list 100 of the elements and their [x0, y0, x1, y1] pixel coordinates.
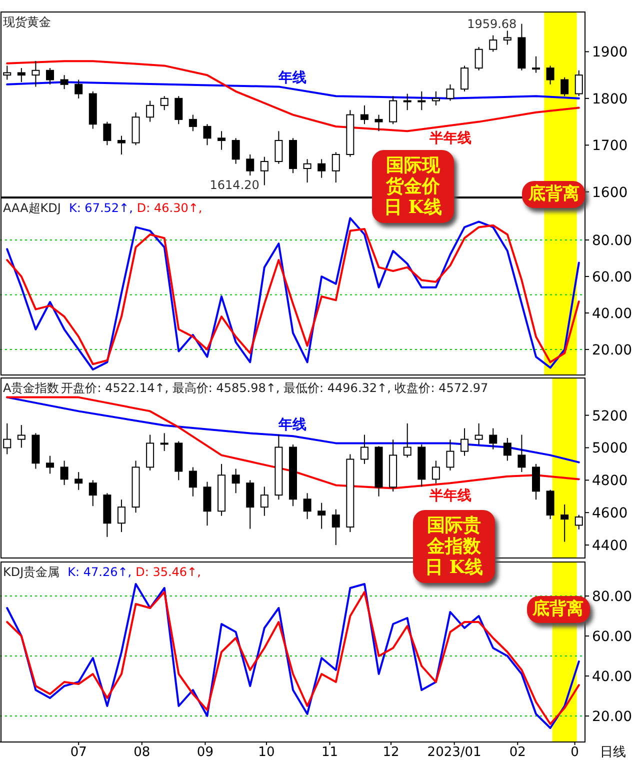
candlestick [232, 138, 240, 164]
candlestick [3, 422, 12, 455]
candlestick [203, 124, 212, 146]
y-tick-label: 4600 [592, 506, 628, 522]
candlestick [17, 68, 26, 83]
candlestick [318, 158, 326, 178]
candlestick [117, 499, 126, 533]
y-tick-label: 1600 [592, 184, 628, 201]
y-tick-label: 60.00 [592, 269, 632, 286]
y-tick-label: 20.00 [592, 709, 632, 725]
x-tick-label: 07 [70, 745, 87, 760]
y-tick-label: 1800 [592, 91, 628, 108]
x-tick-label: 09 [196, 745, 214, 760]
candlestick [88, 480, 97, 507]
candlestick [403, 422, 412, 458]
candlestick [160, 96, 168, 111]
candlestick [260, 156, 268, 186]
y-tick-label: 5200 [592, 408, 628, 424]
candlestick [146, 100, 154, 122]
candlestick [360, 434, 368, 464]
candlestick [403, 93, 412, 111]
candlestick [160, 432, 168, 452]
candlestick [560, 504, 569, 542]
candlestick [389, 96, 398, 125]
candlestick [17, 424, 26, 448]
series-label: K: 47.26↑, [68, 565, 132, 579]
candlestick [460, 428, 469, 456]
candlestick [474, 422, 483, 445]
candlestick [246, 154, 254, 176]
candlestick [103, 121, 112, 146]
candlestick [318, 502, 326, 530]
candlestick [532, 56, 540, 74]
candlestick [560, 76, 569, 97]
candlestick [3, 65, 12, 80]
candlestick [232, 468, 240, 494]
candlestick [474, 46, 483, 71]
series-label: K: 67.52↑, [68, 201, 133, 215]
candlestick [360, 104, 368, 125]
candlestick [74, 472, 83, 490]
candlestick [432, 460, 440, 484]
series-label: D: 46.30↑, [136, 201, 202, 215]
series-label: 半年线 [428, 130, 472, 146]
line-series [6, 60, 580, 132]
annotation: 国际现货金价日 K线 [372, 150, 454, 223]
candlestick [503, 438, 512, 462]
candlestick [546, 489, 554, 520]
candlestick [446, 439, 454, 471]
candlestick [460, 65, 469, 92]
x-tick-label: 11 [321, 745, 338, 760]
band-label: 底背离 [522, 181, 586, 208]
y-tick-label: 1700 [592, 138, 628, 154]
candlestick [74, 79, 83, 99]
y-tick-label: 40.00 [592, 306, 632, 322]
x-tick-label: 12 [382, 745, 400, 760]
candlestick [574, 514, 583, 530]
candlestick [218, 130, 226, 150]
candlestick [46, 455, 54, 474]
candlestick [532, 463, 540, 500]
series-label: 年线 [278, 417, 306, 434]
y-tick-label: 60.00 [592, 629, 632, 645]
candlestick [303, 158, 312, 184]
candlestick [574, 70, 583, 97]
y-tick-label: 40.00 [592, 669, 632, 685]
candlestick [60, 74, 68, 90]
series-label: D: 35.46↑, [136, 565, 201, 579]
candlestick [489, 428, 498, 450]
candlestick [418, 90, 426, 111]
candlestick [332, 508, 340, 546]
chart-title: AAA超KDJ [3, 201, 61, 215]
candlestick [32, 60, 40, 88]
annotation: 1959.68 [467, 16, 517, 31]
y-tick-label: 80.00 [592, 232, 632, 249]
candlestick [246, 480, 254, 530]
candlestick [489, 34, 498, 52]
candlestick [518, 434, 526, 473]
x-tick-label: 10 [258, 745, 275, 760]
y-tick-label: 1900 [592, 44, 628, 61]
candlestick [332, 152, 340, 184]
y-tick-label: 80.00 [592, 589, 632, 605]
candlestick [117, 135, 126, 155]
band-label: 底背离 [526, 596, 590, 623]
line-series [6, 396, 580, 490]
x-tick-label: 02 [509, 745, 526, 760]
series-label: 年线 [278, 70, 306, 86]
candlestick [203, 481, 212, 526]
candlestick [446, 84, 454, 102]
y-tick-label: 4800 [592, 473, 628, 490]
candlestick [174, 96, 183, 125]
x-tick-label: 2023/01 [427, 745, 482, 760]
candlestick [146, 434, 154, 471]
annotation: 1614.20 [210, 178, 260, 192]
candlestick [303, 492, 312, 520]
candlestick [503, 30, 512, 46]
text: 日线 [600, 745, 626, 760]
chart-title: KDJ贵金属 [3, 565, 60, 579]
chart-subtitle: 开盘价: 4522.14↑, 最高价: 4585.98↑, 最低价: 4496.32↑, 收盘价: 4572.97 [61, 381, 488, 395]
chart-title: A贵金指数 [3, 381, 60, 395]
y-tick-label: 20.00 [592, 342, 632, 358]
candlestick [60, 460, 68, 486]
candlestick [374, 114, 383, 132]
